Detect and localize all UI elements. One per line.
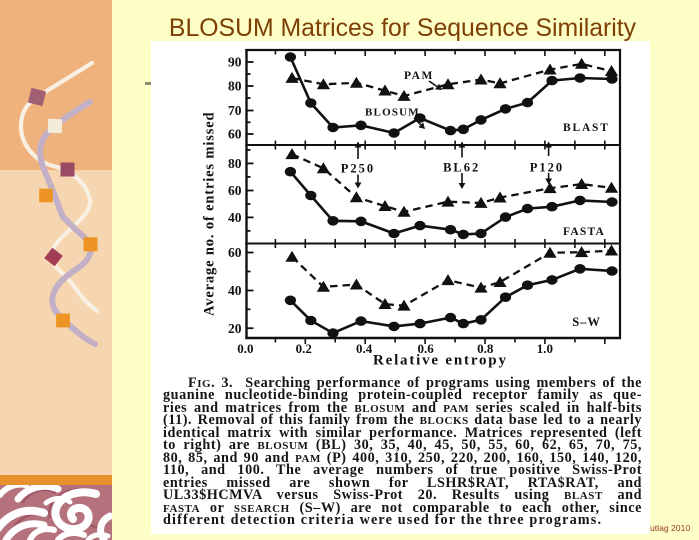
svg-text:40: 40: [228, 283, 242, 298]
svg-text:60: 60: [228, 127, 242, 142]
svg-text:FASTA: FASTA: [563, 226, 605, 238]
svg-text:P250: P250: [341, 162, 375, 176]
svg-text:P120: P120: [530, 161, 564, 175]
svg-text:1.0: 1.0: [537, 341, 553, 356]
svg-text:60: 60: [228, 245, 242, 260]
svg-text:0.4: 0.4: [356, 341, 373, 356]
svg-text:BLAST: BLAST: [563, 122, 610, 134]
svg-text:S–W: S–W: [572, 315, 601, 329]
svg-text:20: 20: [228, 321, 242, 336]
svg-text:BLOSUM: BLOSUM: [365, 107, 420, 119]
svg-text:0.8: 0.8: [477, 341, 494, 356]
svg-text:PAM: PAM: [404, 70, 434, 82]
svg-text:Average no. of entries missed: Average no. of entries missed: [202, 112, 218, 316]
svg-text:0.0: 0.0: [237, 341, 253, 356]
svg-text:40: 40: [228, 210, 242, 225]
svg-text:BL62: BL62: [443, 161, 480, 175]
svg-text:80: 80: [228, 79, 242, 94]
svg-text:90: 90: [228, 55, 242, 70]
svg-text:0.6: 0.6: [417, 341, 434, 356]
svg-text:70: 70: [228, 103, 242, 118]
svg-text:Relative entropy: Relative entropy: [373, 353, 508, 369]
svg-text:80: 80: [228, 156, 242, 171]
svg-text:60: 60: [228, 183, 242, 198]
svg-text:0.2: 0.2: [296, 341, 312, 356]
